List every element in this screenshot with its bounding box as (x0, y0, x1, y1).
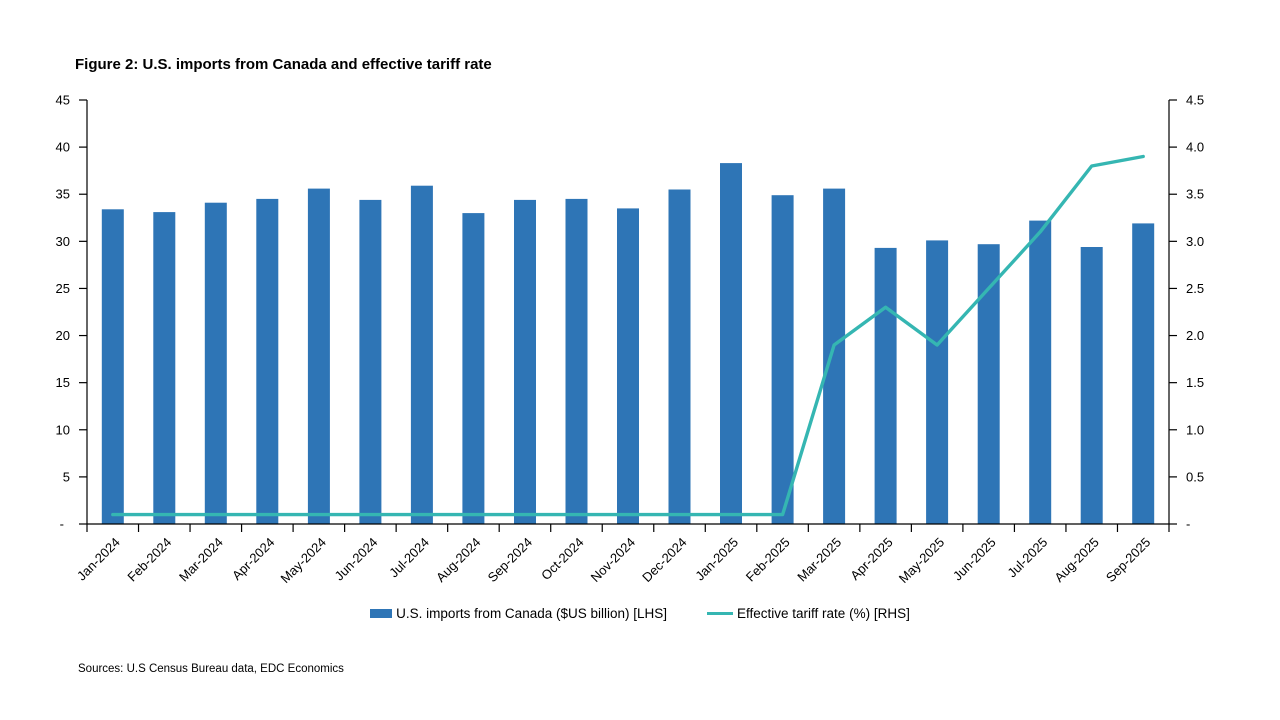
bar-Feb-2025 (771, 195, 794, 524)
x-axis-label-Apr-2024: Apr-2024 (229, 535, 277, 583)
x-axis-label-May-2024: May-2024 (277, 535, 328, 586)
bar-Apr-2024 (256, 198, 279, 524)
combo-chart: 45 40 35 30 25 20 15 10 5 - 4.5 4.0 3.5 3.0 2.5 2.0 1.5 1… (56, 93, 1205, 587)
x-axis-label-Feb-2025: Feb-2025 (743, 535, 793, 585)
bar-Jun-2025 (977, 244, 1000, 524)
left-axis-tick-label: 45 (56, 93, 70, 108)
bar-Aug-2024 (462, 213, 485, 524)
bar-Jul-2025 (1029, 220, 1052, 524)
right-axis-tick-label: 2.5 (1186, 281, 1204, 296)
left-axis-tick-label: 15 (56, 375, 70, 390)
x-axis-label-Feb-2024: Feb-2024 (124, 535, 174, 585)
bar-swatch-icon (370, 609, 393, 618)
bar-Sep-2024 (514, 199, 536, 524)
right-axis-tick-label: 2.0 (1186, 328, 1204, 343)
right-axis-tick-label: 1.0 (1186, 422, 1204, 437)
x-axis-label-May-2025: May-2025 (896, 535, 947, 586)
bar-Jun-2024 (359, 199, 382, 524)
left-axis-tick-label: 35 (56, 187, 70, 202)
x-axis-label-Aug-2024: Aug-2024 (433, 535, 483, 585)
legend-item-imports: U.S. imports from Canada ($US billion) [… (370, 606, 667, 621)
bar-Jan-2024 (101, 209, 124, 525)
bar-Oct-2024 (565, 198, 588, 524)
left-axis-tick-label: 25 (56, 281, 70, 296)
x-axis-label-Jun-2024: Jun-2024 (332, 535, 381, 584)
right-axis-tick-label: 3.0 (1186, 234, 1204, 249)
tariff-rate-line (111, 154, 1145, 517)
legend-label-imports: U.S. imports from Canada ($US billion) [… (396, 606, 668, 621)
right-axis-tick-label: 4.0 (1186, 140, 1204, 155)
x-axis-label-Oct-2024: Oct-2024 (538, 535, 586, 583)
source-note: Sources: U.S Census Bureau data, EDC Eco… (78, 663, 344, 675)
bar-Jan-2025 (720, 163, 742, 524)
bar-Mar-2024 (204, 202, 227, 524)
bar-Apr-2025 (874, 247, 897, 524)
bar-May-2024 (307, 188, 330, 524)
x-axis-label-Jun-2025: Jun-2025 (950, 535, 999, 584)
x-axis-label-Sep-2025: Sep-2025 (1103, 535, 1153, 585)
left-axis-tick-label: 5 (63, 469, 70, 484)
x-axis-label-Mar-2024: Mar-2024 (176, 535, 226, 585)
x-axis-label-Mar-2025: Mar-2025 (794, 535, 844, 585)
left-axis-tick-label: 10 (56, 422, 70, 437)
legend-item-tariff: Effective tariff rate (%) [RHS] (707, 606, 910, 621)
x-axis-label-Jan-2024: Jan-2024 (74, 535, 123, 584)
right-axis-tick-label: 4.5 (1186, 93, 1204, 108)
bar-Nov-2024 (617, 208, 639, 524)
right-axis-tick-label: 0.5 (1186, 469, 1204, 484)
x-axis-label-Jul-2024: Jul-2024 (386, 535, 432, 581)
x-axis-label-Jan-2025: Jan-2025 (692, 535, 741, 584)
bar-Aug-2025 (1080, 247, 1103, 524)
left-axis-tick-label: - (60, 517, 64, 532)
right-axis-tick-label: 1.5 (1186, 375, 1204, 390)
left-axis-tick-label: 20 (56, 328, 70, 343)
x-axis-label-Apr-2025: Apr-2025 (847, 535, 895, 583)
left-axis-tick-label: 40 (56, 140, 70, 155)
line-swatch-icon (707, 611, 734, 616)
x-axis-label-Jul-2025: Jul-2025 (1004, 535, 1050, 581)
bar-May-2025 (926, 240, 949, 524)
bar-Sep-2025 (1132, 223, 1155, 524)
right-axis-tick-label: 3.5 (1186, 187, 1204, 202)
bar-Jul-2024 (410, 185, 433, 524)
x-axis-label-Nov-2024: Nov-2024 (588, 535, 638, 585)
bar-Dec-2024 (668, 189, 691, 524)
x-axis-label-Dec-2024: Dec-2024 (639, 535, 689, 585)
left-axis-tick-label: 30 (56, 234, 70, 249)
chart-legend: U.S. imports from Canada ($US billion) [… (0, 606, 1280, 621)
bar-Mar-2025 (823, 188, 846, 524)
x-axis-label-Sep-2024: Sep-2024 (485, 535, 535, 585)
x-axis-label-Aug-2025: Aug-2025 (1051, 535, 1101, 585)
right-axis-tick-label: - (1186, 517, 1190, 532)
chart-title: Figure 2: U.S. imports from Canada and e… (75, 56, 492, 73)
legend-label-tariff: Effective tariff rate (%) [RHS] (737, 606, 910, 621)
bar-Feb-2024 (153, 212, 176, 524)
